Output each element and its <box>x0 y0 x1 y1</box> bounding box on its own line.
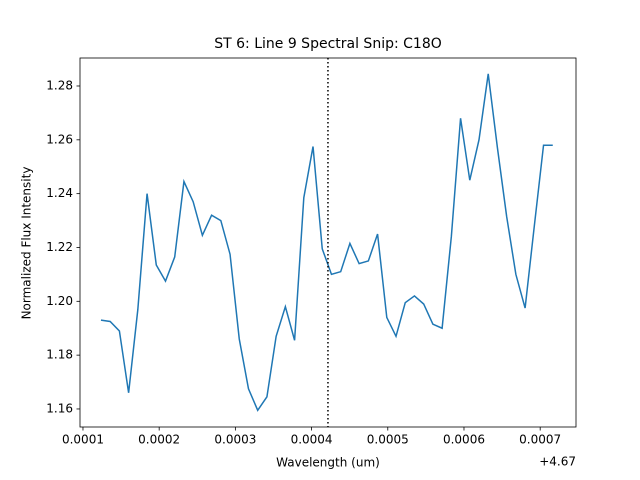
x-axis-label: Wavelength (um) <box>276 456 380 470</box>
x-tick-label: 0.0005 <box>367 433 409 447</box>
x-tick-label: 0.0001 <box>62 433 104 447</box>
chart-title: ST 6: Line 9 Spectral Snip: C18O <box>214 36 442 52</box>
y-tick-label: 1.22 <box>46 240 73 254</box>
y-tick-label: 1.18 <box>46 348 73 362</box>
y-axis-label: Normalized Flux Intensity <box>20 167 34 320</box>
x-offset-label: +4.67 <box>539 455 576 469</box>
x-tick-label: 0.0004 <box>291 433 333 447</box>
x-tick-label: 0.0007 <box>519 433 561 447</box>
data-line <box>100 73 553 412</box>
y-tick-label: 1.24 <box>46 186 73 200</box>
y-tick-label: 1.20 <box>46 294 73 308</box>
y-tick-label: 1.28 <box>46 78 73 92</box>
y-tick-label: 1.26 <box>46 132 73 146</box>
x-tick-label: 0.0003 <box>214 433 256 447</box>
y-tick-label: 1.16 <box>46 401 73 415</box>
plot-frame <box>79 57 577 428</box>
x-tick-label: 0.0002 <box>138 433 180 447</box>
x-tick-label: 0.0006 <box>443 433 485 447</box>
